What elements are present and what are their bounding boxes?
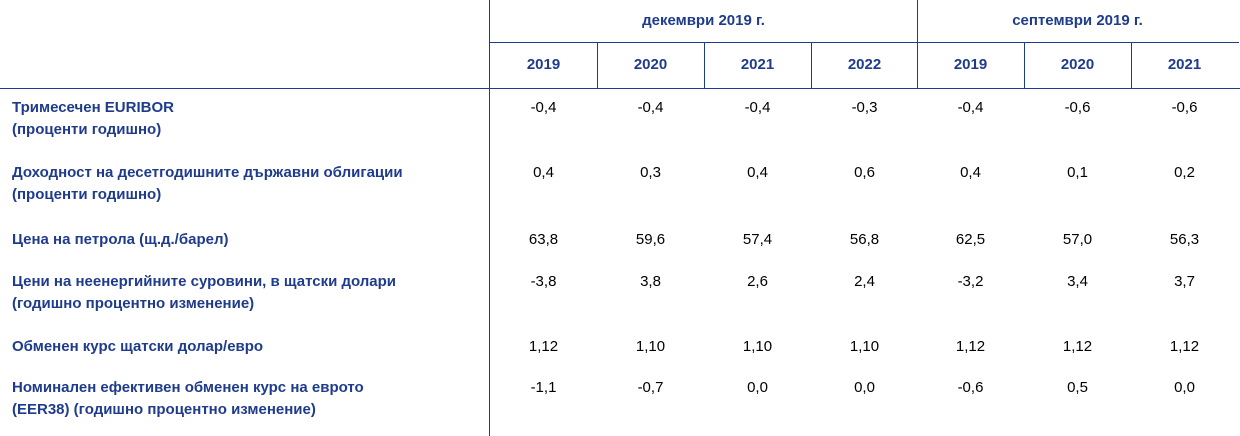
year-header: 2021 — [1167, 56, 1202, 73]
cell-value: 59,6 — [635, 231, 666, 248]
divider — [597, 42, 598, 88]
cell-value: -3,2 — [957, 273, 984, 290]
cell-value: 57,0 — [1062, 231, 1093, 248]
row-label: Цена на петрола (щ.д./барел) — [12, 231, 229, 248]
cell-value: 0,4 — [960, 164, 981, 181]
cell-value: 62,5 — [955, 231, 986, 248]
cell-value: -0,7 — [637, 379, 664, 396]
cell-value: 3,8 — [640, 273, 661, 290]
year-header: 2021 — [740, 56, 775, 73]
cell-value: 0,3 — [640, 164, 661, 181]
cell-value: 0,2 — [1174, 164, 1195, 181]
group-header: септември 2019 г. — [1012, 12, 1143, 29]
divider — [1131, 42, 1132, 88]
group-header: декември 2019 г. — [642, 12, 765, 29]
year-header: 2022 — [847, 56, 882, 73]
cell-value: 56,3 — [1169, 231, 1200, 248]
cell-value: 57,4 — [742, 231, 773, 248]
row-label: Обменен курс щатски долар/евро — [12, 338, 264, 355]
cell-value: -1,1 — [530, 379, 557, 396]
row-label: Номинален ефективен обменен курс на евро… — [12, 379, 364, 396]
cell-value: 1,12 — [955, 338, 986, 355]
cell-value: 0,4 — [533, 164, 554, 181]
cell-value: 1,10 — [849, 338, 880, 355]
year-header: 2019 — [953, 56, 988, 73]
cell-value: -3,8 — [530, 273, 557, 290]
cell-value: -0,4 — [637, 99, 664, 116]
cell-value: 1,12 — [528, 338, 559, 355]
cell-value: 3,4 — [1067, 273, 1088, 290]
cell-value: 1,10 — [742, 338, 773, 355]
divider — [811, 42, 812, 88]
cell-value: 0,5 — [1067, 379, 1088, 396]
cell-value: 0,0 — [1174, 379, 1195, 396]
cell-value: 0,0 — [854, 379, 875, 396]
row-label: Тримесечен EURIBOR — [12, 99, 174, 116]
cell-value: -0,4 — [957, 99, 984, 116]
divider — [489, 42, 1239, 43]
cell-value: 63,8 — [528, 231, 559, 248]
cell-value: 3,7 — [1174, 273, 1195, 290]
cell-value: 0,4 — [747, 164, 768, 181]
cell-value: 2,6 — [747, 273, 768, 290]
cell-value: 56,8 — [849, 231, 880, 248]
divider — [0, 88, 1240, 89]
cell-value: 1,12 — [1062, 338, 1093, 355]
cell-value: 0,0 — [747, 379, 768, 396]
cell-value: 2,4 — [854, 273, 875, 290]
row-label: (проценти годишно) — [12, 186, 162, 203]
cell-value: -0,6 — [957, 379, 984, 396]
divider — [704, 42, 705, 88]
row-label: (годишно процентно изменение) — [12, 295, 255, 312]
year-header: 2019 — [526, 56, 561, 73]
cell-value: -0,6 — [1171, 99, 1198, 116]
cell-value: -0,3 — [851, 99, 878, 116]
cell-value: -0,4 — [744, 99, 771, 116]
cell-value: 0,1 — [1067, 164, 1088, 181]
cell-value: 1,12 — [1169, 338, 1200, 355]
year-header: 2020 — [1060, 56, 1095, 73]
row-label: Доходност на десетгодишните държавни обл… — [12, 164, 403, 181]
cell-value: -0,6 — [1064, 99, 1091, 116]
divider — [917, 0, 918, 88]
row-label: Цени на неенергийните суровини, в щатски… — [12, 273, 397, 290]
year-header: 2020 — [633, 56, 668, 73]
divider — [1024, 42, 1025, 88]
row-label: (EER38) (годишно процентно изменение) — [12, 401, 316, 418]
divider — [489, 0, 490, 436]
cell-value: 0,6 — [854, 164, 875, 181]
cell-value: -0,4 — [530, 99, 557, 116]
row-label: (проценти годишно) — [12, 121, 162, 138]
cell-value: 1,10 — [635, 338, 666, 355]
